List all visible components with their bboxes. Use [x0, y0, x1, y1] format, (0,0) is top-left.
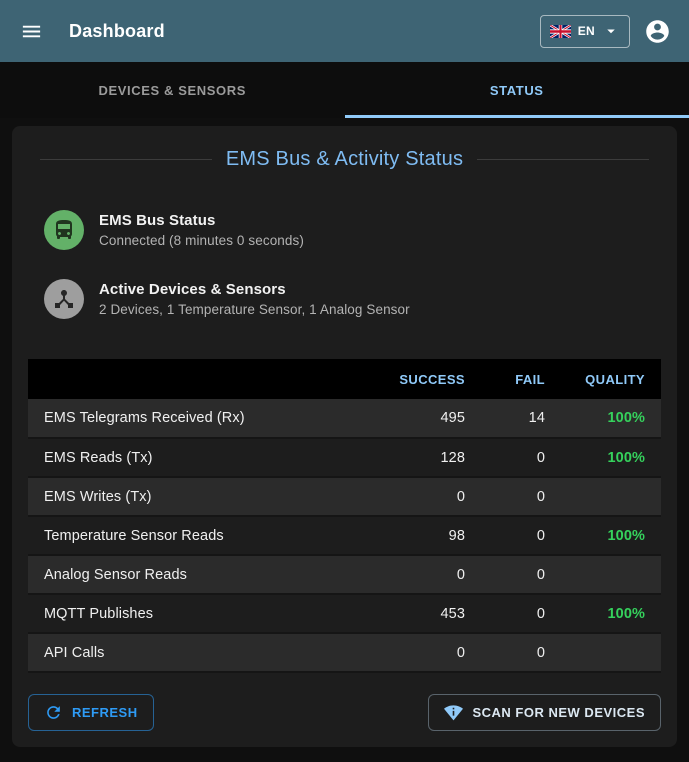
row-fail-cell: 0: [536, 527, 545, 544]
card-actions: REFRESH SCAN FOR NEW DEVICES: [28, 694, 661, 731]
card-title: EMS Bus & Activity Status: [225, 148, 464, 170]
row-fail-cell: 0: [536, 605, 545, 622]
item-subtitle: 2 Devices, 1 Temperature Sensor, 1 Analo…: [99, 301, 410, 317]
header-success: SUCCESS: [399, 371, 465, 387]
row-label-cell: API Calls: [44, 644, 105, 661]
row-success-cell: 98: [448, 527, 465, 544]
device-hub-icon: [55, 289, 73, 308]
row-success-cell: 128: [440, 449, 465, 466]
active-devices-text: Active Devices & Sensors 2 Devices, 1 Te…: [99, 281, 410, 317]
row-quality-cell: 100%: [607, 449, 645, 466]
row-fail-cell: 0: [536, 488, 545, 505]
item-title: Active Devices & Sensors: [99, 280, 286, 298]
table-row: API Calls 0 0: [28, 633, 661, 672]
row-fail-cell: 0: [536, 644, 545, 661]
activity-table: SUCCESS FAIL QUALITY EMS Telegrams Recei…: [28, 359, 661, 673]
page-title: Dashboard: [69, 20, 165, 41]
scan-wifi-icon: [444, 705, 464, 721]
row-success-cell: 453: [440, 605, 465, 622]
ems-bus-status-text: EMS Bus Status Connected (8 minutes 0 se…: [99, 212, 304, 248]
scan-button[interactable]: SCAN FOR NEW DEVICES: [428, 694, 661, 731]
activity-table-header: SUCCESS FAIL QUALITY: [28, 359, 661, 399]
card-title-row: EMS Bus & Activity Status: [40, 148, 649, 171]
refresh-icon: [47, 706, 60, 719]
row-label-cell: MQTT Publishes: [44, 605, 154, 622]
table-row: Temperature Sensor Reads 98 0 100%: [28, 516, 661, 555]
refresh-button[interactable]: REFRESH: [28, 694, 154, 731]
ems-bus-status-item: EMS Bus Status Connected (8 minutes 0 se…: [28, 209, 661, 250]
row-quality-cell: [561, 633, 661, 672]
app-bar: Dashboard EN: [0, 0, 689, 62]
table-row: EMS Reads (Tx) 128 0 100%: [28, 438, 661, 477]
header-empty: [28, 359, 376, 399]
chevron-down-icon: [607, 29, 615, 34]
tab-devices-sensors[interactable]: DEVICES & SENSORS: [0, 62, 345, 118]
language-selector[interactable]: EN: [539, 14, 630, 48]
row-label-cell: Analog Sensor Reads: [44, 566, 187, 583]
row-label-cell: EMS Writes (Tx): [44, 488, 152, 505]
tab-status[interactable]: STATUS: [345, 62, 689, 118]
tab-bar: DEVICES & SENSORS STATUS: [0, 62, 689, 118]
bus-icon: [56, 219, 72, 239]
header-fail: FAIL: [515, 371, 545, 387]
divider-line: [40, 159, 212, 160]
bus-avatar: [44, 209, 84, 250]
item-title: EMS Bus Status: [99, 211, 216, 229]
table-row: MQTT Publishes 453 0 100%: [28, 594, 661, 633]
row-quality-cell: 100%: [607, 527, 645, 544]
table-row: EMS Telegrams Received (Rx) 495 14 100%: [28, 399, 661, 438]
row-label-cell: EMS Telegrams Received (Rx): [44, 410, 245, 426]
row-success-cell: 0: [456, 644, 465, 661]
row-fail-cell: 0: [536, 449, 545, 466]
row-success-cell: 495: [440, 410, 465, 426]
row-fail-cell: 14: [528, 410, 545, 426]
menu-icon: [22, 25, 41, 37]
item-subtitle: Connected (8 minutes 0 seconds): [99, 232, 304, 248]
scan-button-label: SCAN FOR NEW DEVICES: [472, 705, 645, 720]
row-quality-cell: 100%: [607, 605, 645, 622]
row-quality-cell: [561, 555, 661, 594]
active-tab-indicator: [344, 115, 689, 118]
row-success-cell: 0: [456, 566, 465, 583]
row-fail-cell: 0: [536, 566, 545, 583]
uk-flag-icon: [549, 24, 571, 38]
menu-button[interactable]: [16, 16, 47, 47]
status-card: EMS Bus & Activity Status EMS Bus Status…: [12, 126, 677, 747]
account-circle-icon: [646, 19, 669, 43]
table-row: EMS Writes (Tx) 0 0: [28, 477, 661, 516]
row-success-cell: 0: [456, 488, 465, 505]
active-devices-item: Active Devices & Sensors 2 Devices, 1 Te…: [28, 278, 661, 319]
row-label-cell: EMS Reads (Tx): [44, 449, 153, 466]
device-hub-avatar: [44, 278, 84, 319]
row-quality-cell: [561, 477, 661, 516]
divider-line: [477, 159, 649, 160]
table-row: Analog Sensor Reads 0 0: [28, 555, 661, 594]
refresh-button-label: REFRESH: [72, 705, 138, 720]
header-quality: QUALITY: [585, 371, 645, 387]
language-code: EN: [577, 24, 595, 38]
row-label-cell: Temperature Sensor Reads: [44, 527, 224, 544]
account-button[interactable]: [640, 14, 675, 49]
row-quality-cell: 100%: [607, 410, 645, 426]
